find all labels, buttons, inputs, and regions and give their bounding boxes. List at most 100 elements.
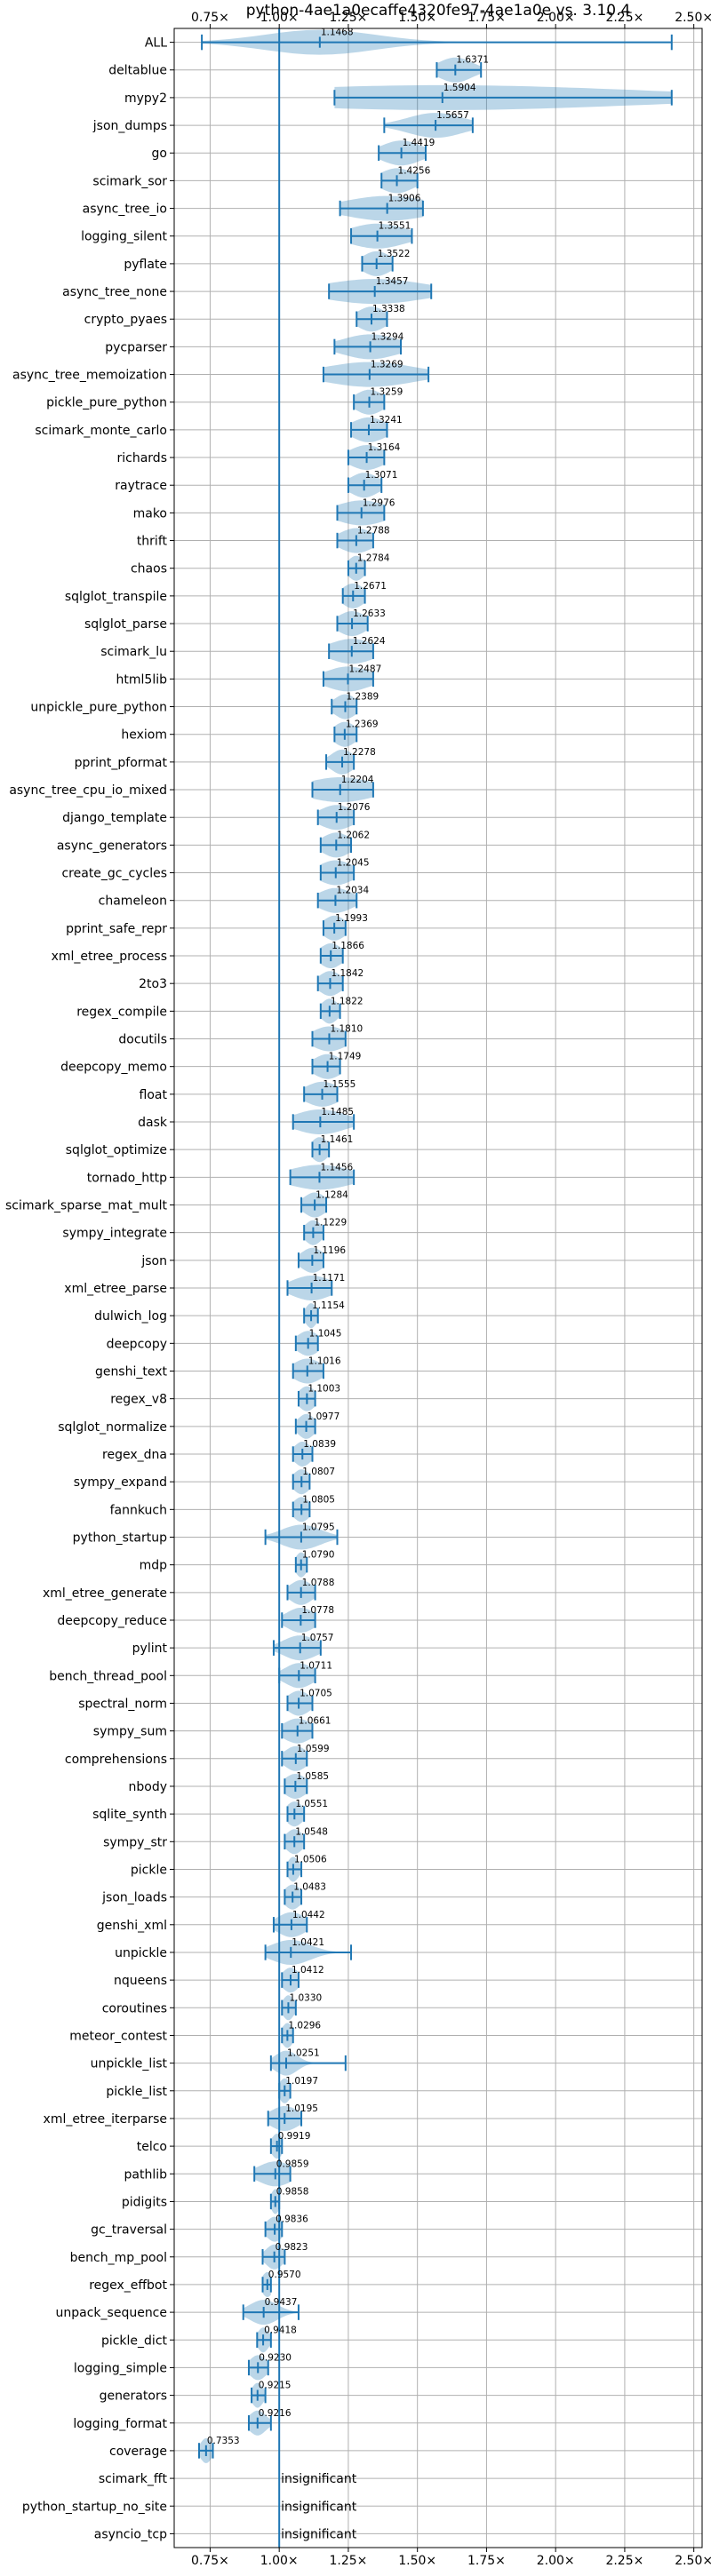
value-label: 1.1229 [314,1218,347,1228]
x-tick-label-bottom: 2.25× [605,2554,643,2568]
value-label: 1.0757 [301,1633,334,1643]
insignificant-label: insignificant [281,2500,357,2514]
benchmark-label: mypy2 [124,91,167,106]
benchmark-label: unpickle [115,1946,167,1960]
benchmark-label: pathlib [124,2167,168,2182]
value-label: 1.1993 [335,913,368,924]
benchmark-label: bench_thread_pool [49,1669,167,1683]
value-label: 1.0442 [292,1910,325,1920]
value-label: 1.0661 [299,1716,332,1727]
benchmark-label: float [140,1088,168,1102]
value-label: 1.2788 [357,526,390,537]
axis-layer: 0.75× 0.75× 1.00× 1.00× 1.25× 1.25× 1.50× 1.50×… [5,11,711,2568]
value-label: 1.0778 [301,1605,334,1616]
x-tick-label-top: 2.25× [605,11,643,25]
benchmark-label: hexiom [121,728,167,743]
benchmark-label: docutils [118,1033,167,1047]
benchmark-label: sympy_integrate [62,1227,167,1241]
x-tick-label-top: 1.25× [329,11,367,25]
value-label: 1.0195 [285,2103,318,2114]
value-label: 1.2062 [337,830,370,840]
benchmark-label: pycparser [105,340,167,354]
benchmark-label: scimark_monte_carlo [35,424,167,438]
value-label: 1.4419 [403,138,435,148]
benchmark-label: scimark_fft [99,2472,168,2486]
benchmark-label: coverage [109,2445,167,2459]
value-label: 1.1842 [331,968,363,979]
x-tick-label-top: 1.00× [260,11,299,25]
benchmark-label: comprehensions [65,1753,167,1767]
benchmark-label: sympy_sum [93,1725,167,1739]
value-label: 1.1461 [321,1134,354,1145]
benchmark-label: mako [133,506,167,521]
benchmark-label: unpack_sequence [56,2306,167,2320]
value-label: 1.0412 [292,1965,324,1976]
value-label: 1.3457 [376,276,409,287]
value-label: 1.0197 [285,2076,318,2087]
x-tick-label-bottom: 2.00× [537,2554,575,2568]
value-label: 1.0330 [289,1992,322,2003]
value-label: 1.2278 [343,747,376,758]
value-label: 0.9858 [276,2186,309,2197]
insignificant-label: insignificant [281,2527,357,2541]
value-label: 1.1003 [308,1384,340,1395]
benchmark-label: async_tree_memoization [12,369,167,383]
benchmark-label: gc_traversal [91,2223,167,2238]
value-label: 1.2671 [354,581,387,592]
value-label: 1.5657 [436,110,469,121]
value-label: 1.0421 [292,1937,324,1948]
x-tick-label-bottom: 1.00× [260,2554,299,2568]
benchmark-label: genshi_xml [97,1919,167,1933]
benchmark-label: pprint_safe_repr [66,922,167,936]
benchmark-label: richards [117,451,168,465]
value-label: 1.2045 [337,858,370,869]
benchmark-label: deepcopy_memo [60,1061,167,1075]
value-label: 1.1810 [330,1024,363,1035]
value-label: 1.3269 [371,360,403,370]
value-label: 1.0548 [295,1826,328,1837]
value-label: 1.1456 [320,1162,353,1173]
benchmark-label: scimark_sor [92,174,167,188]
benchmark-label: regex_compile [76,1005,167,1019]
benchmark-label: scimark_sparse_mat_mult [5,1199,167,1213]
benchmark-label: sqlite_synth [92,1808,167,1822]
benchmark-label: chaos [131,562,167,576]
value-label: 1.0805 [302,1494,335,1505]
benchmark-label: create_gc_cycles [61,867,167,881]
value-label: 1.0585 [296,1771,329,1782]
value-label: 1.1485 [321,1107,354,1117]
benchmark-label: regex_effbot [89,2278,167,2293]
benchmark-label: meteor_contest [69,2029,167,2043]
benchmark-label: telco [137,2140,167,2154]
value-label: 1.0839 [303,1439,336,1450]
benchmark-label: regex_dna [102,1448,167,1462]
grid-layer [174,28,702,2548]
benchmark-label: deepcopy_reduce [57,1614,167,1628]
benchmark-label: nqueens [114,1974,167,1988]
value-label: 1.0711 [300,1660,332,1671]
benchmark-label: chameleon [99,894,167,909]
value-label: 0.9230 [259,2352,292,2363]
benchmark-label: deltablue [108,64,167,78]
benchmark-label: raytrace [115,479,167,493]
benchmark-label: bench_mp_pool [70,2251,167,2265]
benchmark-label: pickle_pure_python [46,396,167,410]
benchmark-label: ALL [145,36,167,51]
benchmark-label: sqlglot_parse [84,617,167,632]
benchmark-label: logging_format [73,2417,167,2431]
value-label: 0.9216 [259,2408,292,2419]
benchmark-label: json_loads [101,1891,167,1905]
value-label: 1.0795 [302,1522,335,1532]
value-label: 1.1016 [308,1356,341,1366]
benchmark-label: coroutines [102,2001,167,2015]
value-label: 1.0599 [297,1744,330,1754]
value-label: 0.9823 [276,2242,308,2253]
value-label: 1.0551 [295,1799,328,1809]
insignificant-label: insignificant [281,2472,357,2486]
value-label: 1.2487 [349,664,382,674]
value-label: 1.1196 [313,1245,346,1256]
value-label: 1.2076 [338,802,371,813]
benchmark-label: tornado_http [87,1171,167,1185]
value-label: 1.3259 [371,387,403,398]
benchmark-label: json_dumps [92,119,167,133]
